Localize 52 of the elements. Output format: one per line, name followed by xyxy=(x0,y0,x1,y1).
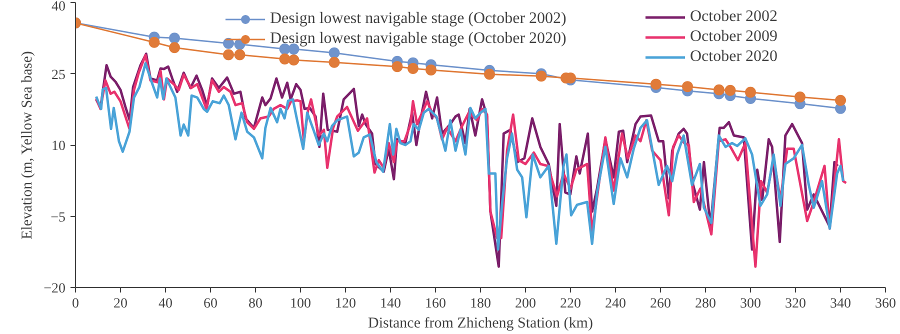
point xyxy=(714,84,724,96)
x-tick-label: 80 xyxy=(248,296,262,312)
point xyxy=(279,54,290,65)
legend-label: Design lowest navigable stage (October 2020) xyxy=(270,30,566,48)
y-axis-title: Elevation (m, Yellow Sea base) xyxy=(20,51,36,240)
point xyxy=(408,63,418,74)
x-tick-label: 320 xyxy=(785,296,806,312)
point xyxy=(536,70,547,82)
point xyxy=(169,42,180,54)
point xyxy=(835,94,846,106)
x-tick-label: 260 xyxy=(650,296,671,312)
x-tick-label: 40 xyxy=(158,296,172,312)
y-tick-label: 10 xyxy=(52,139,66,154)
point xyxy=(148,36,160,48)
legend-label: October 2002 xyxy=(690,8,778,26)
point xyxy=(234,49,246,60)
x-tick-label: 20 xyxy=(114,296,128,312)
point xyxy=(223,49,234,60)
point xyxy=(724,84,736,96)
point xyxy=(392,61,403,72)
x-tick-label: 220 xyxy=(560,296,581,312)
x-axis-title: Distance from Zhicheng Station (km) xyxy=(368,316,593,332)
point xyxy=(745,86,756,98)
x-tick-label: 300 xyxy=(740,296,761,312)
point xyxy=(794,92,806,103)
point xyxy=(328,56,340,68)
point xyxy=(169,32,180,44)
legend-label: October 2009 xyxy=(690,28,778,46)
point xyxy=(484,68,495,80)
x-tick-label: 100 xyxy=(290,296,311,312)
y-tick-label: −5 xyxy=(50,210,66,226)
legend-label: Design lowest navigable stage (October 2002) xyxy=(270,10,566,28)
x-tick-label: 200 xyxy=(515,296,536,312)
x-tick-label: 340 xyxy=(830,296,851,312)
point xyxy=(426,64,436,76)
x-tick-label: 240 xyxy=(605,296,626,312)
x-tick-label: 120 xyxy=(335,296,356,312)
x-tick-label: 0 xyxy=(72,296,79,312)
point xyxy=(650,78,662,90)
x-tick-label: 360 xyxy=(875,296,896,312)
y-tick-label: −20 xyxy=(44,282,66,296)
point xyxy=(328,47,340,58)
x-tick-label: 280 xyxy=(695,296,716,312)
x-tick-label: 60 xyxy=(204,296,218,312)
point xyxy=(288,54,300,66)
point xyxy=(682,81,693,92)
legend-label: October 2020 xyxy=(690,48,778,66)
x-tick-label: 140 xyxy=(380,296,401,312)
y-tick-label: 25 xyxy=(52,68,66,83)
y-tick-label: 40 xyxy=(52,0,66,14)
x-tick-label: 160 xyxy=(425,296,446,312)
x-tick-label: 180 xyxy=(470,296,491,312)
